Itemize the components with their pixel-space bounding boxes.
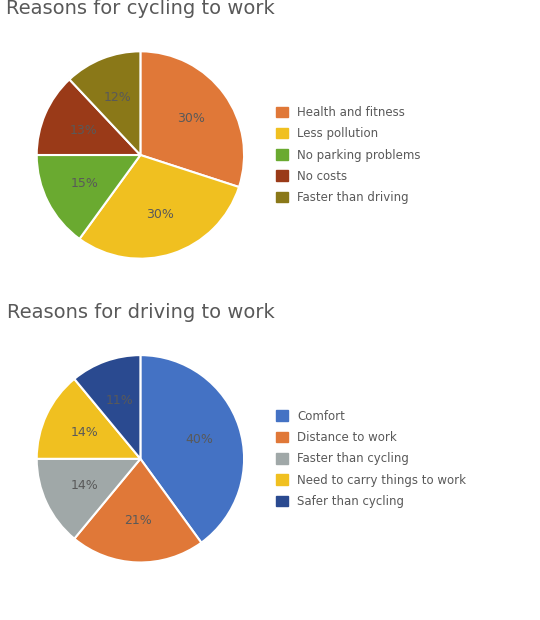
Text: 15%: 15%: [71, 177, 99, 190]
Wedge shape: [70, 51, 140, 155]
Title: Reasons for cycling to work: Reasons for cycling to work: [6, 0, 275, 18]
Wedge shape: [75, 355, 140, 459]
Text: 14%: 14%: [70, 426, 98, 439]
Wedge shape: [37, 379, 140, 459]
Text: 30%: 30%: [146, 208, 173, 221]
Legend: Comfort, Distance to work, Faster than cycling, Need to carry things to work, Sa: Comfort, Distance to work, Faster than c…: [276, 410, 466, 508]
Wedge shape: [37, 79, 140, 155]
Wedge shape: [75, 459, 201, 562]
Text: 40%: 40%: [186, 433, 213, 446]
Text: 13%: 13%: [70, 124, 97, 137]
Wedge shape: [140, 355, 244, 542]
Wedge shape: [79, 155, 239, 259]
Text: 30%: 30%: [177, 112, 205, 125]
Title: Reasons for driving to work: Reasons for driving to work: [6, 303, 274, 322]
Text: 14%: 14%: [70, 479, 98, 492]
Text: 12%: 12%: [104, 91, 131, 104]
Legend: Health and fitness, Less pollution, No parking problems, No costs, Faster than d: Health and fitness, Less pollution, No p…: [276, 106, 421, 204]
Wedge shape: [37, 155, 140, 239]
Wedge shape: [140, 51, 244, 187]
Wedge shape: [37, 459, 140, 539]
Text: 21%: 21%: [125, 515, 152, 528]
Text: 11%: 11%: [105, 394, 133, 407]
